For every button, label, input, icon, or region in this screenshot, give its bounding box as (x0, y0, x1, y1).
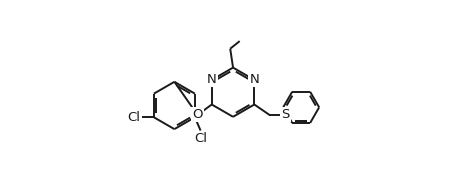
Text: Cl: Cl (128, 111, 141, 124)
Text: S: S (281, 108, 290, 121)
Text: N: N (249, 73, 259, 86)
Text: Cl: Cl (194, 132, 207, 145)
Text: N: N (207, 73, 217, 86)
Text: O: O (192, 108, 203, 121)
